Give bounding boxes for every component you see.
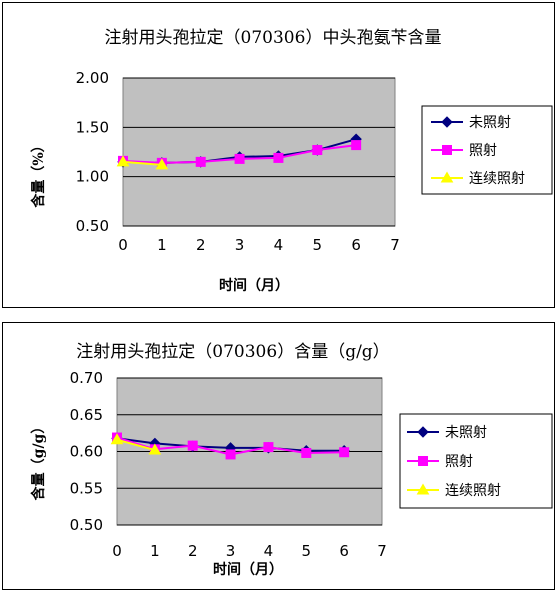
chart-1-legend-label: 未照射 bbox=[469, 115, 511, 131]
chart-2-legend-label: 未照射 bbox=[445, 425, 487, 441]
chart-1-data-point bbox=[155, 158, 169, 170]
chart-1-legend-marker bbox=[440, 171, 454, 183]
chart-2-y-tick-label: 0.50 bbox=[70, 516, 103, 534]
chart-1-data-point bbox=[234, 153, 245, 164]
chart-1-plot-area bbox=[122, 77, 396, 227]
chart-1-x-tick-label: 6 bbox=[351, 236, 361, 254]
chart-1-x-tick-label: 2 bbox=[196, 236, 206, 254]
chart-2-x-tick-label: 7 bbox=[377, 542, 387, 560]
chart-2-x-tick-label: 4 bbox=[264, 542, 274, 560]
chart-1-y-tick-label: 0.50 bbox=[76, 217, 109, 235]
chart-2-data-point bbox=[225, 449, 236, 460]
chart-1-x-tick-label: 5 bbox=[313, 236, 323, 254]
chart-1-data-point bbox=[351, 140, 362, 151]
chart-1-x-tick-label: 4 bbox=[274, 236, 284, 254]
chart-1-data-point bbox=[273, 152, 284, 163]
chart-1-y-axis-label: 含量（%） bbox=[30, 138, 47, 207]
chart-1-data-point bbox=[312, 145, 323, 156]
chart-2-x-tick-label: 5 bbox=[302, 542, 312, 560]
chart-1-data-point bbox=[116, 155, 130, 167]
chart-1-legend-label: 连续照射 bbox=[469, 170, 525, 187]
chart-2-data-point bbox=[301, 447, 312, 458]
chart-2-series-line bbox=[116, 438, 156, 451]
chart-1-legend-marker bbox=[442, 145, 452, 155]
chart-2-x-tick-label: 3 bbox=[226, 542, 236, 560]
chart-2-legend-label: 照射 bbox=[445, 454, 473, 470]
chart-panel-1: 注射用头孢拉定（070306）中头孢氨苄含量 2.00 1.50 1.00 0.50 0… bbox=[2, 2, 555, 308]
chart-1-x-tick-label: 7 bbox=[390, 236, 400, 254]
chart-1-y-tick-label: 1.50 bbox=[76, 118, 109, 136]
chart-2-y-tick-label: 0.65 bbox=[70, 406, 103, 424]
chart-1-x-axis-label: 时间（月） bbox=[219, 277, 289, 294]
chart-2-title: 注射用头孢拉定（070306）含量（g/g） bbox=[76, 342, 389, 362]
chart-2-legend-marker bbox=[416, 483, 430, 495]
chart-2-x-tick-label: 1 bbox=[150, 542, 160, 560]
chart-1-svg: 注射用头孢拉定（070306）中头孢氨苄含量 2.00 1.50 1.00 0.50 0… bbox=[30, 28, 553, 294]
chart-2-legend-marker bbox=[418, 456, 428, 466]
chart-2-data-point bbox=[339, 447, 350, 458]
chart-1-x-tick-label: 1 bbox=[157, 236, 167, 254]
chart-1-y-tick-label: 1.00 bbox=[76, 168, 109, 186]
chart-2-x-tick-label: 6 bbox=[339, 542, 349, 560]
chart-2-legend-label: 连续照射 bbox=[445, 482, 501, 499]
chart-1-series-line bbox=[122, 160, 162, 166]
chart-2-y-tick-label: 0.70 bbox=[70, 369, 103, 387]
chart-1-data-point bbox=[195, 156, 206, 167]
chart-panel-2: 注射用头孢拉定（070306）含量（g/g） 0.70 0.65 0.60 0.55 0… bbox=[2, 322, 555, 590]
chart-2-x-axis-label: 时间（月） bbox=[213, 561, 283, 578]
chart-2-legend-marker bbox=[417, 426, 429, 438]
chart-1-legend-label: 照射 bbox=[469, 143, 497, 159]
chart-2-y-tick-label: 0.55 bbox=[70, 479, 103, 497]
chart-2-x-tick-label: 2 bbox=[188, 542, 198, 560]
chart-2-y-tick-label: 0.60 bbox=[70, 443, 103, 461]
chart-2-data-point bbox=[148, 443, 162, 455]
chart-2-y-axis-label: 含量（g/g） bbox=[30, 420, 47, 501]
chart-2-data-point bbox=[187, 440, 198, 451]
chart-2-data-point bbox=[110, 433, 124, 445]
chart-1-legend-marker bbox=[441, 116, 453, 128]
chart-1-x-tick-label: 0 bbox=[118, 236, 128, 254]
chart-1-x-tick-label: 3 bbox=[235, 236, 245, 254]
chart-2-svg: 注射用头孢拉定（070306）含量（g/g） 0.70 0.65 0.60 0.55 0… bbox=[30, 342, 553, 578]
chart-2-data-point bbox=[263, 442, 274, 453]
chart-1-title: 注射用头孢拉定（070306）中头孢氨苄含量 bbox=[105, 28, 442, 48]
chart-2-x-tick-label: 0 bbox=[112, 542, 122, 560]
chart-1-y-tick-label: 2.00 bbox=[76, 69, 109, 87]
